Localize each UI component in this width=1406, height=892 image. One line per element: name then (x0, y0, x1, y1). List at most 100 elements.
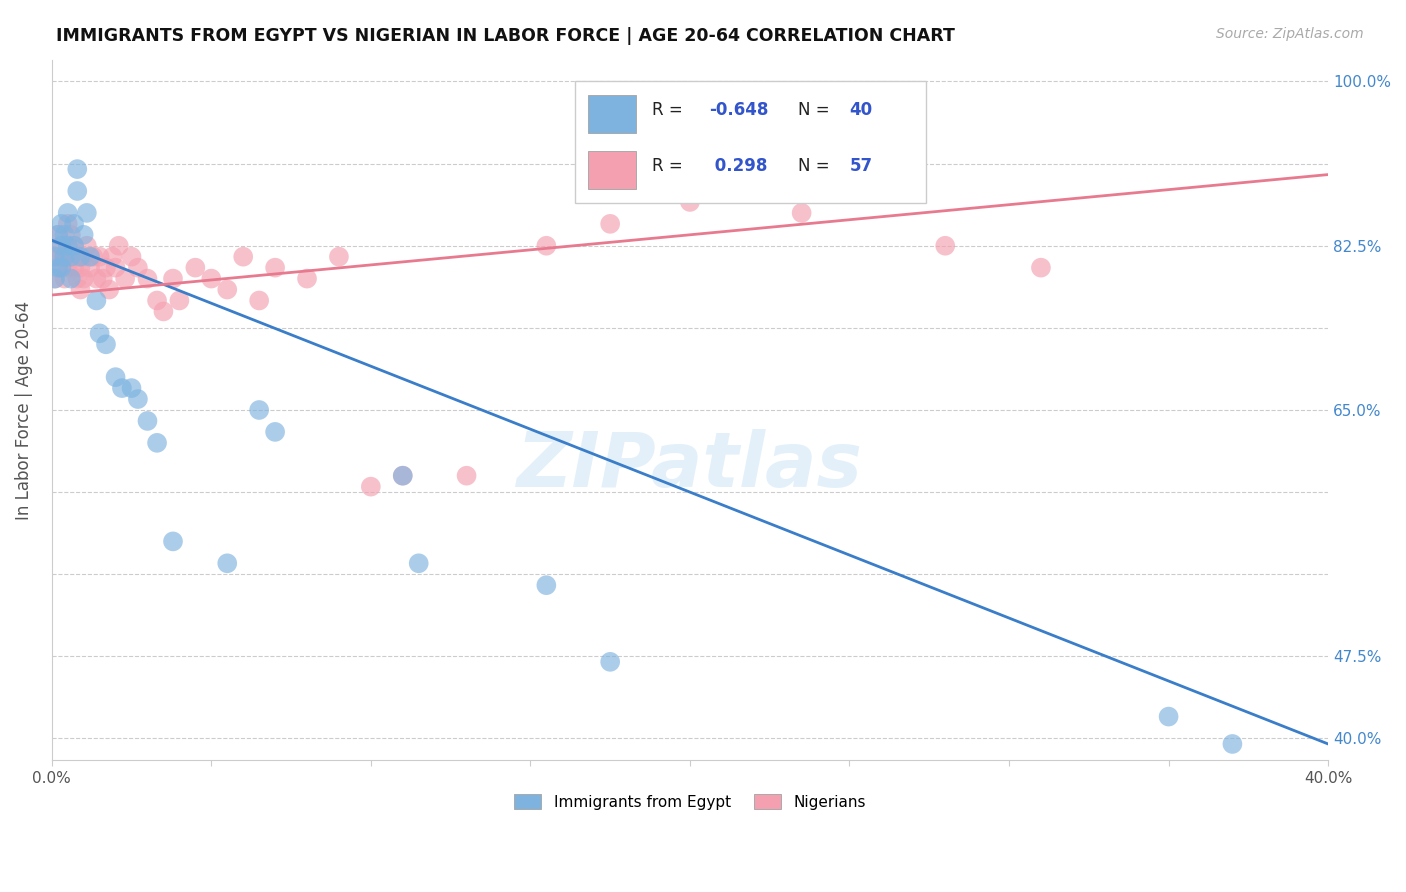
Text: 0.298: 0.298 (709, 157, 768, 175)
Point (63, 238, 86, 252)
Point (46, 227, 69, 242)
Point (63, 260, 86, 275)
Point (76, 238, 98, 252)
Point (169, 293, 191, 308)
Point (328, 250, 350, 264)
Point (232, 250, 254, 264)
Point (46, 250, 69, 264)
Point (1222, 737, 1244, 751)
FancyBboxPatch shape (588, 95, 637, 133)
Point (264, 425, 287, 439)
Point (63, 238, 86, 252)
Point (46, 227, 69, 242)
Point (56, 217, 79, 231)
Point (59, 250, 82, 264)
Point (89, 326, 111, 341)
Point (73, 250, 96, 264)
FancyBboxPatch shape (588, 151, 637, 189)
Point (121, 250, 143, 264)
Point (82, 250, 104, 264)
Point (66, 271, 89, 285)
Point (51, 260, 73, 275)
Point (184, 260, 207, 275)
Text: R =: R = (651, 157, 693, 175)
Text: R =: R = (651, 101, 688, 119)
Point (79, 250, 101, 264)
Point (51, 238, 73, 252)
Point (200, 271, 222, 285)
Point (56, 260, 79, 275)
Point (66, 250, 89, 264)
Point (76, 206, 98, 220)
Text: N =: N = (799, 101, 835, 119)
Point (104, 370, 127, 384)
Point (111, 381, 134, 395)
Text: N =: N = (799, 157, 835, 175)
Point (1157, 709, 1180, 723)
Point (146, 435, 169, 450)
Point (53, 227, 76, 242)
Point (44, 271, 66, 285)
Point (53, 250, 76, 264)
Point (53, 271, 76, 285)
Point (51, 217, 73, 231)
Point (44, 271, 66, 285)
Point (107, 238, 129, 252)
Point (51, 238, 73, 252)
Point (56, 238, 79, 252)
Point (56, 238, 79, 252)
Point (59, 271, 82, 285)
Point (51, 260, 73, 275)
Point (121, 381, 143, 395)
Point (152, 304, 174, 318)
Point (91, 271, 114, 285)
Point (73, 271, 96, 285)
Point (264, 260, 287, 275)
Point (73, 227, 96, 242)
Point (679, 194, 702, 209)
Point (104, 260, 127, 275)
Point (59, 250, 82, 264)
Point (599, 217, 621, 231)
Point (790, 206, 813, 220)
Point (127, 392, 149, 406)
Point (69, 283, 91, 297)
Point (114, 271, 136, 285)
Point (217, 556, 239, 570)
Point (162, 534, 184, 549)
Point (247, 293, 270, 308)
Point (98, 283, 121, 297)
Point (360, 480, 382, 494)
Text: IMMIGRANTS FROM EGYPT VS NIGERIAN IN LABOR FORCE | AGE 20-64 CORRELATION CHART: IMMIGRANTS FROM EGYPT VS NIGERIAN IN LAB… (56, 27, 955, 45)
Point (536, 238, 558, 252)
Point (86, 293, 108, 308)
Point (44, 250, 66, 264)
Point (456, 468, 478, 483)
Point (59, 227, 82, 242)
Text: 40: 40 (849, 101, 873, 119)
FancyBboxPatch shape (575, 80, 927, 203)
Point (162, 271, 184, 285)
Point (247, 403, 270, 417)
Point (79, 260, 101, 275)
Point (391, 468, 413, 483)
Point (86, 271, 108, 285)
Y-axis label: In Labor Force | Age 20-64: In Labor Force | Age 20-64 (15, 301, 32, 519)
Point (1029, 260, 1052, 275)
Point (69, 250, 91, 264)
Point (599, 655, 621, 669)
Point (295, 271, 318, 285)
Point (408, 556, 430, 570)
Point (53, 250, 76, 264)
Point (89, 250, 111, 264)
Point (136, 271, 159, 285)
Point (66, 184, 89, 198)
Point (101, 250, 124, 264)
Legend: Immigrants from Egypt, Nigerians: Immigrants from Egypt, Nigerians (508, 788, 872, 816)
Point (536, 578, 558, 592)
Point (66, 162, 89, 177)
Point (146, 293, 169, 308)
Point (63, 217, 86, 231)
Point (56, 206, 79, 220)
Text: 57: 57 (849, 157, 873, 175)
